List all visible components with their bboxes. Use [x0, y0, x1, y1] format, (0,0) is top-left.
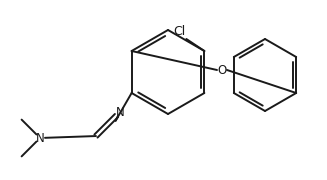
Text: N: N	[116, 105, 124, 118]
Text: O: O	[217, 64, 227, 76]
Text: Cl: Cl	[173, 25, 185, 38]
Text: N: N	[36, 132, 44, 145]
